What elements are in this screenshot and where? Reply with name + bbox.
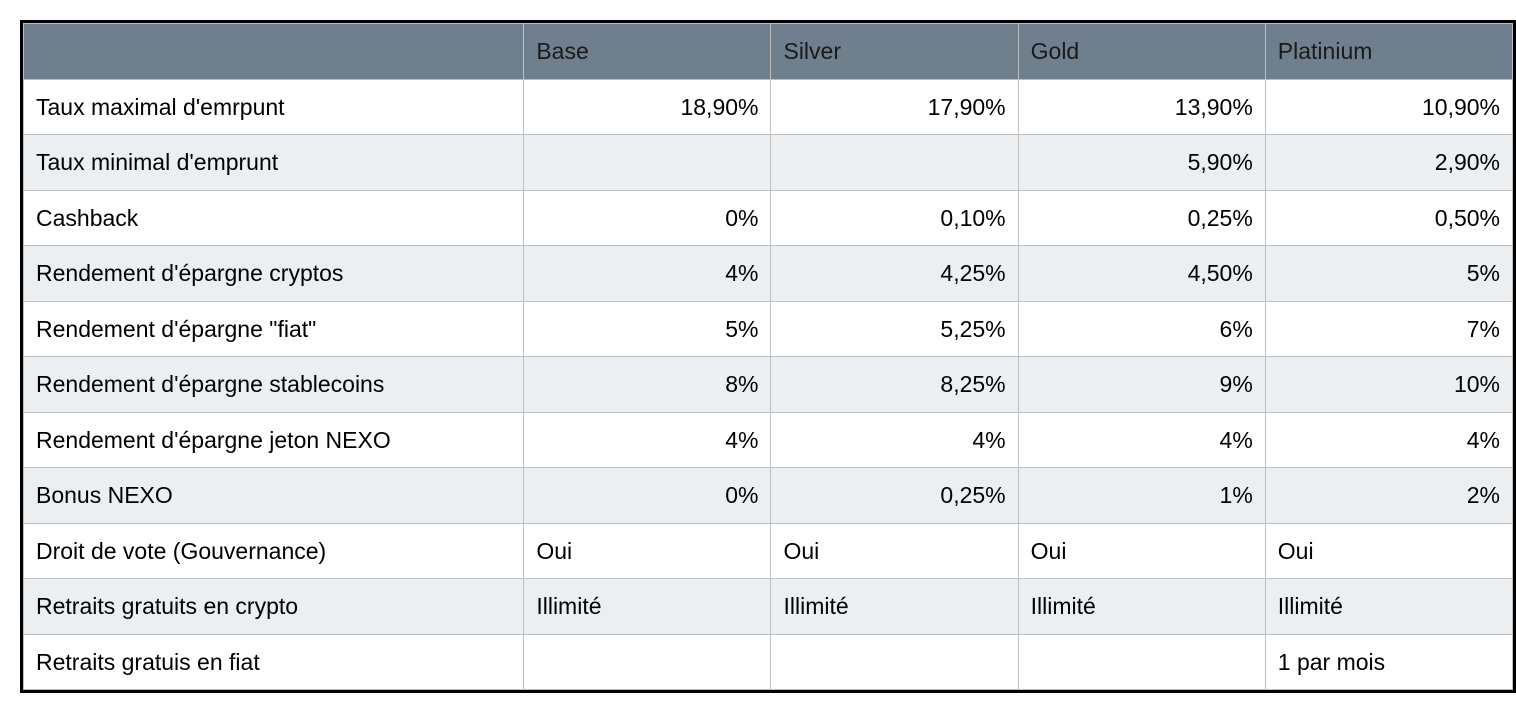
cell: 7% (1265, 301, 1512, 357)
cell: 5,25% (771, 301, 1018, 357)
table-row: Retraits gratuits en cryptoIllimitéIllim… (24, 579, 1513, 635)
cell: 4% (1265, 412, 1512, 468)
table-row: Taux minimal d'emprunt 5,90%2,90% (24, 135, 1513, 191)
row-label: Retraits gratuis en fiat (24, 634, 524, 690)
cell: 17,90% (771, 79, 1018, 135)
cell: Illimité (1018, 579, 1265, 635)
cell: 4% (1018, 412, 1265, 468)
cell: 10% (1265, 357, 1512, 413)
table-row: Rendement d'épargne stablecoins8%8,25%9%… (24, 357, 1513, 413)
cell: 1 par mois (1265, 634, 1512, 690)
table-row: Rendement d'épargne "fiat"5%5,25%6%7% (24, 301, 1513, 357)
col-header-base: Base (524, 24, 771, 80)
row-label: Bonus NEXO (24, 468, 524, 524)
tier-comparison-table: Base Silver Gold Platinium Taux maximal … (23, 23, 1513, 690)
cell: 4% (524, 412, 771, 468)
row-label: Droit de vote (Gouvernance) (24, 523, 524, 579)
row-label: Rendement d'épargne jeton NEXO (24, 412, 524, 468)
row-label: Taux maximal d'emrpunt (24, 79, 524, 135)
cell: 2,90% (1265, 135, 1512, 191)
row-label: Rendement d'épargne "fiat" (24, 301, 524, 357)
cell (1018, 634, 1265, 690)
table-body: Taux maximal d'emrpunt18,90%17,90%13,90%… (24, 79, 1513, 690)
cell: 0,25% (771, 468, 1018, 524)
cell: 5% (524, 301, 771, 357)
cell: 10,90% (1265, 79, 1512, 135)
cell: Illimité (771, 579, 1018, 635)
col-header-label (24, 24, 524, 80)
cell: Oui (1265, 523, 1512, 579)
cell: 4,25% (771, 246, 1018, 302)
cell: Oui (524, 523, 771, 579)
cell: 8,25% (771, 357, 1018, 413)
cell: 4% (524, 246, 771, 302)
table-row: Bonus NEXO0%0,25%1%2% (24, 468, 1513, 524)
cell: 1% (1018, 468, 1265, 524)
row-label: Rendement d'épargne cryptos (24, 246, 524, 302)
row-label: Taux minimal d'emprunt (24, 135, 524, 191)
col-header-gold: Gold (1018, 24, 1265, 80)
table-row: Droit de vote (Gouvernance)OuiOuiOuiOui (24, 523, 1513, 579)
row-label: Rendement d'épargne stablecoins (24, 357, 524, 413)
cell: 0% (524, 468, 771, 524)
cell: 0,10% (771, 190, 1018, 246)
cell (771, 135, 1018, 191)
cell: 5% (1265, 246, 1512, 302)
cell: 8% (524, 357, 771, 413)
row-label: Cashback (24, 190, 524, 246)
cell: 5,90% (1018, 135, 1265, 191)
cell: Oui (1018, 523, 1265, 579)
cell (771, 634, 1018, 690)
cell: 0,50% (1265, 190, 1512, 246)
cell: 2% (1265, 468, 1512, 524)
cell (524, 634, 771, 690)
table-row: Taux maximal d'emrpunt18,90%17,90%13,90%… (24, 79, 1513, 135)
cell: Illimité (524, 579, 771, 635)
table-header: Base Silver Gold Platinium (24, 24, 1513, 80)
cell: Oui (771, 523, 1018, 579)
cell (524, 135, 771, 191)
cell: 9% (1018, 357, 1265, 413)
table-row: Rendement d'épargne cryptos4%4,25%4,50%5… (24, 246, 1513, 302)
cell: 18,90% (524, 79, 771, 135)
table-row: Rendement d'épargne jeton NEXO4%4%4%4% (24, 412, 1513, 468)
cell: 0,25% (1018, 190, 1265, 246)
cell: 0% (524, 190, 771, 246)
row-label: Retraits gratuits en crypto (24, 579, 524, 635)
table-row: Cashback0%0,10%0,25%0,50% (24, 190, 1513, 246)
tier-comparison-table-wrap: Base Silver Gold Platinium Taux maximal … (20, 20, 1516, 693)
table-row: Retraits gratuis en fiat 1 par mois (24, 634, 1513, 690)
col-header-silver: Silver (771, 24, 1018, 80)
cell: Illimité (1265, 579, 1512, 635)
cell: 6% (1018, 301, 1265, 357)
col-header-platinum: Platinium (1265, 24, 1512, 80)
cell: 4,50% (1018, 246, 1265, 302)
cell: 4% (771, 412, 1018, 468)
cell: 13,90% (1018, 79, 1265, 135)
